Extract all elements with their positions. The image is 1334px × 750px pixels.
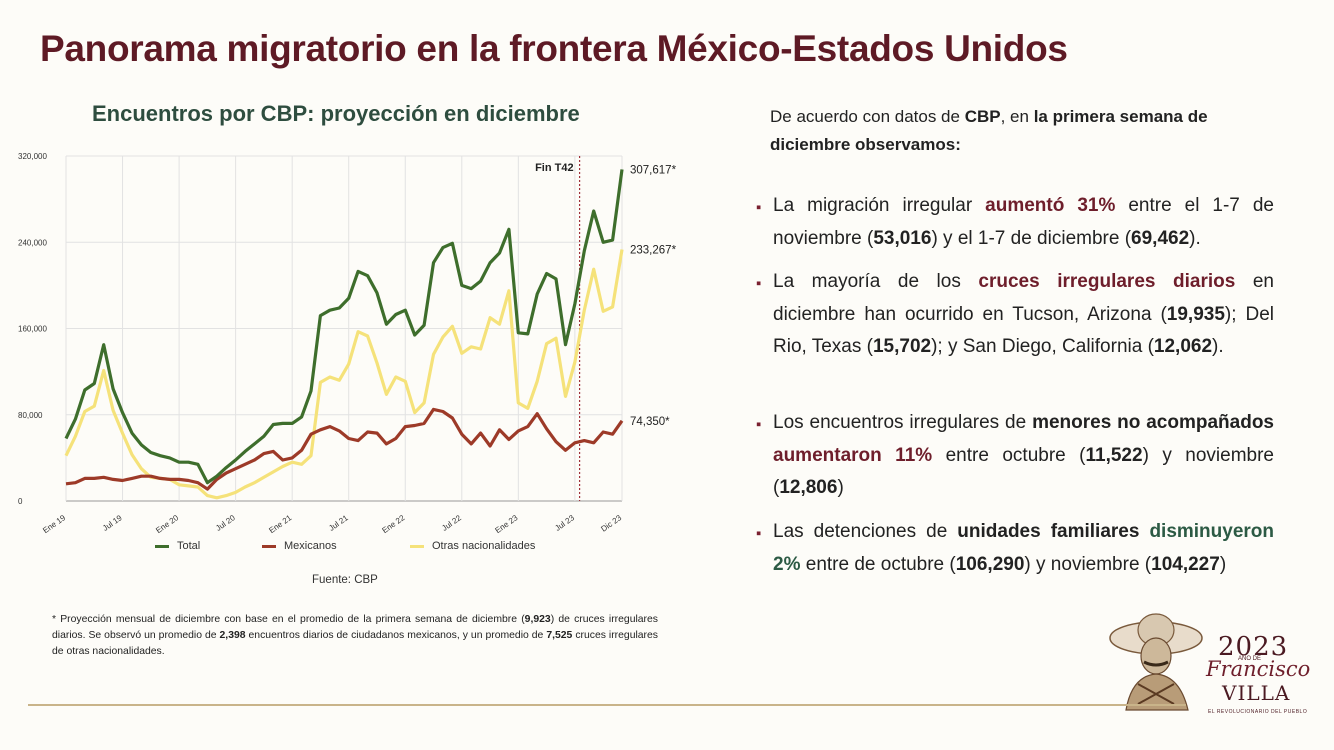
bullet-text: ). xyxy=(1212,336,1224,358)
series-line-total xyxy=(64,169,624,485)
end-value-label: 233,267* xyxy=(630,245,677,257)
bullet-text: ) y noviembre ( xyxy=(1024,553,1152,575)
footnote-value: 9,923 xyxy=(524,614,551,625)
page-title: Panorama migratorio en la frontera Méxic… xyxy=(40,28,1068,69)
bullet-bold: unidades familiares xyxy=(957,521,1140,542)
bullet-migracion: ▪ La migración irregular aumentó 31% ent… xyxy=(756,190,1274,255)
bullet-text: entre de octubre ( xyxy=(800,553,956,575)
bullet-highlight: aumentó 31% xyxy=(985,195,1116,216)
x-tick-label: Ene 22 xyxy=(380,513,406,535)
bullet-text: ) y noviembre ( xyxy=(773,444,1274,499)
x-tick-label: Ene 23 xyxy=(494,513,520,535)
legend-swatch xyxy=(155,544,169,548)
bullet-text: ) y el 1-7 de diciembre ( xyxy=(931,227,1132,249)
bullet-familias: ▪ Las detenciones de unidades familiares… xyxy=(756,516,1274,581)
intro-bold: la primera semana de diciembre observamo… xyxy=(770,107,1208,154)
end-value-label: 307,617* xyxy=(630,164,677,176)
bullet-highlight: aumentaron 11% xyxy=(773,444,933,466)
footnote-value: 2,398 xyxy=(219,630,246,641)
footnote-value: 7,525 xyxy=(546,630,573,641)
legend-label: Mexicanos xyxy=(284,540,337,552)
x-tick-label: Jul 19 xyxy=(101,513,124,533)
bullet-text: ); y San Diego, California ( xyxy=(931,336,1154,358)
bullet-highlight: disminuyeron 2% xyxy=(773,521,1275,575)
logo-sub: AÑO DE xyxy=(1238,656,1262,662)
series-line-otras-nacionalidades xyxy=(64,249,624,500)
legend-label: Total xyxy=(177,540,201,552)
y-tick-label: 320,000 xyxy=(18,152,47,161)
x-tick-label: Ene 19 xyxy=(41,513,67,535)
bullet-text: ); Del Rio, Texas ( xyxy=(773,303,1274,358)
intro-bold: CBP xyxy=(964,107,1001,126)
bullet-value: 15,702 xyxy=(872,336,932,358)
y-tick-label: 240,000 xyxy=(18,238,47,247)
bullet-marker: ▪ xyxy=(756,199,762,216)
bullet-text: entre octubre ( xyxy=(932,444,1086,466)
bullet-text: ) xyxy=(837,477,844,499)
bullet-value: 53,016 xyxy=(873,227,932,249)
logo-name-first: Francisco xyxy=(1206,657,1311,681)
bullet-text: ) xyxy=(1219,553,1227,575)
bullet-value: 12,062 xyxy=(1153,336,1213,358)
legend-item-otras: Otras nacionalidades xyxy=(410,540,535,552)
bullet-text: ). xyxy=(1189,227,1201,249)
bullet-value: 104,227 xyxy=(1151,553,1220,575)
source-note: Fuente: CBP xyxy=(312,574,378,586)
bullet-marker: ▪ xyxy=(756,416,762,433)
bullet-menores: ▪ Los encuentros irregulares de menores … xyxy=(756,407,1274,505)
legend-swatch xyxy=(262,544,276,548)
line-chart: 0 80,000 160,000 240,000 320,000 Ene 19 Jul 19… xyxy=(18,152,677,535)
footer-divider xyxy=(28,704,1186,706)
footnote-text: * Proyección mensual de diciembre con ba… xyxy=(52,614,525,625)
legend-label: Otras nacionalidades xyxy=(432,540,536,552)
bullet-text: en diciembre han ocurrido en Tucson, Ari… xyxy=(773,271,1274,325)
footnote-text: cruces irregulares de otras nacionalidad… xyxy=(52,630,658,657)
logo-motto: EL REVOLUCIONARIO DEL PUEBLO xyxy=(1208,709,1308,715)
legend-swatch xyxy=(410,544,424,548)
x-tick-label: Jul 21 xyxy=(327,513,350,533)
bullet-text: La migración irregular xyxy=(773,195,986,216)
footnote-text: encuentros diarios de ciudadanos mexican… xyxy=(245,630,547,641)
x-tick-label: Jul 20 xyxy=(214,513,237,533)
x-tick-label: Dic 23 xyxy=(599,513,623,534)
bullet-marker: ▪ xyxy=(756,525,762,542)
x-tick-label: Jul 22 xyxy=(440,513,463,533)
y-tick-label: 160,000 xyxy=(18,325,47,334)
bullet-cruces: ▪ La mayoría de los cruces irregulares d… xyxy=(756,266,1274,364)
annotation-label: Fin T42 xyxy=(535,162,574,174)
bullet-marker: ▪ xyxy=(756,275,762,292)
bullet-value: 19,935 xyxy=(1166,303,1225,325)
x-tick-label: Ene 20 xyxy=(154,513,180,535)
logo-name-last: VILLA xyxy=(1222,681,1291,705)
bullet-bold: menores no acompañados xyxy=(1032,412,1274,433)
end-value-label: 74,350* xyxy=(630,416,670,428)
series-line-mexicanos xyxy=(65,407,624,491)
intro-part: De acuerdo con datos de xyxy=(770,107,965,126)
intro-text: De acuerdo con datos de CBP, en la prime… xyxy=(770,103,1275,159)
chart-title: Encuentros por CBP: proyección en diciem… xyxy=(92,101,580,126)
bullet-highlight: cruces irregulares diarios xyxy=(978,271,1236,292)
y-tick-label: 0 xyxy=(18,497,23,506)
footnote: * Proyección mensual de diciembre con ba… xyxy=(52,612,658,660)
logo-year: 2023 xyxy=(1218,632,1289,662)
bullet-text: Las detenciones de xyxy=(773,521,958,542)
bullet-value: 106,290 xyxy=(955,553,1025,575)
y-tick-label: 80,000 xyxy=(18,411,43,420)
bullet-text: La mayoría de los xyxy=(773,271,979,292)
footnote-text: ) de cruces irregulares diarios. Se obse… xyxy=(52,614,658,641)
bullet-value: 12,806 xyxy=(779,477,838,499)
bullet-value: 11,522 xyxy=(1085,444,1143,466)
legend-item-total: Total xyxy=(155,540,200,552)
legend-item-mexicanos: Mexicanos xyxy=(262,540,337,552)
x-tick-label: Ene 21 xyxy=(267,513,293,535)
bullet-value: 69,462 xyxy=(1131,227,1190,249)
francisco-villa-portrait-logo xyxy=(1109,613,1203,711)
intro-part: , en xyxy=(1000,107,1034,126)
bullet-text: entre el 1-7 de noviembre ( xyxy=(773,195,1274,249)
x-tick-label: Jul 23 xyxy=(553,513,576,533)
bullet-text: Los encuentros irregulares de xyxy=(773,412,1033,433)
